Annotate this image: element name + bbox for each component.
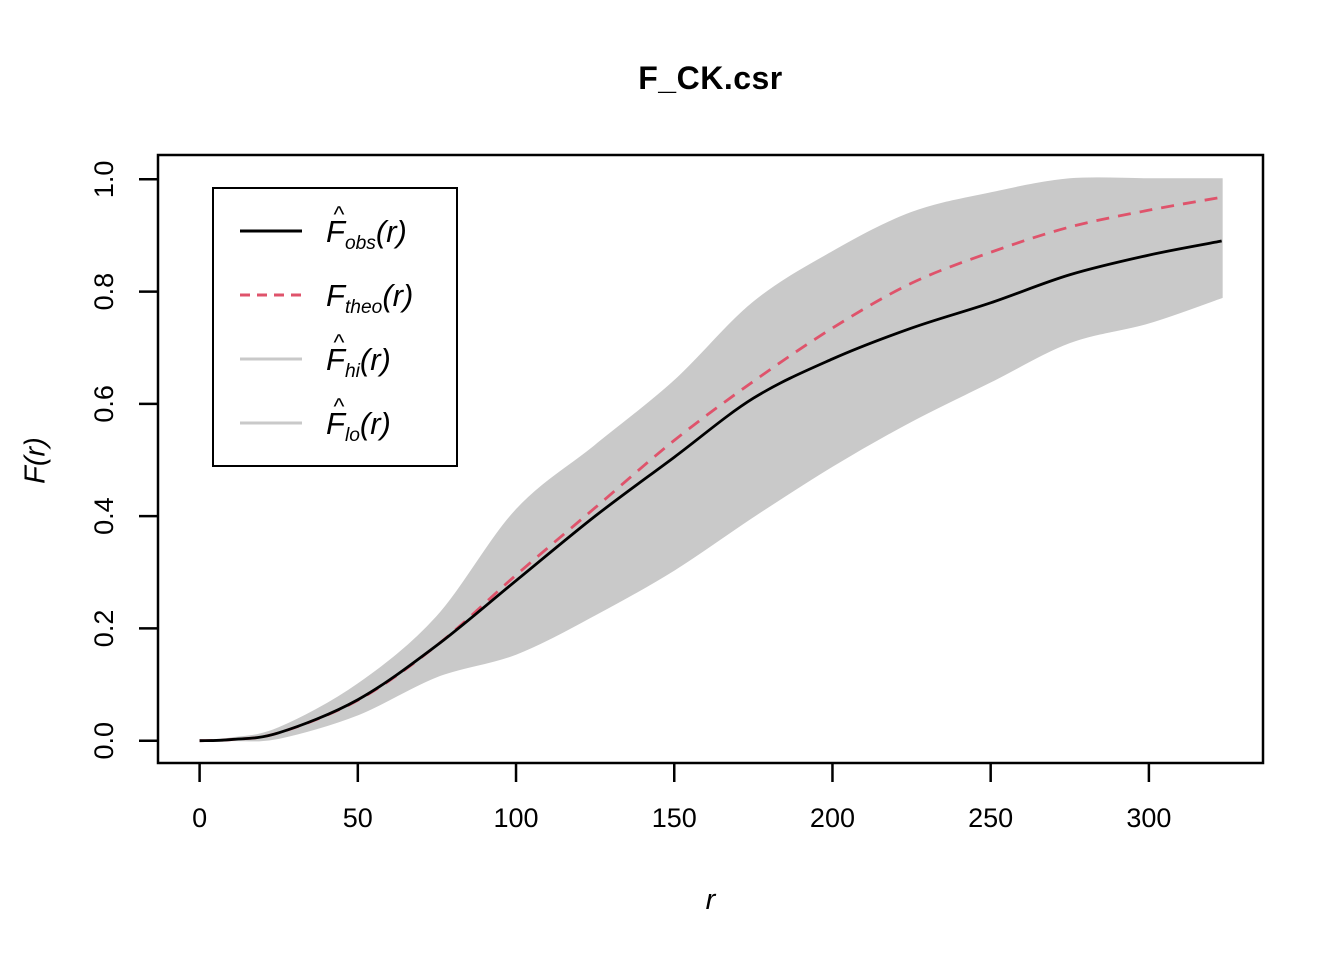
y-tick-label: 1.0: [89, 161, 119, 199]
chart-title: F_CK.csr: [638, 60, 783, 96]
legend-item-hi: F ^ hi(r): [214, 329, 456, 382]
legend-item-obs: F ^ obs(r): [214, 201, 456, 254]
x-tick-label: 200: [810, 803, 855, 833]
hat-accent: ^: [333, 393, 345, 420]
plot-border: [156, 153, 1265, 765]
y-tick-label: 0.8: [89, 273, 119, 311]
x-tick-label: 150: [652, 803, 697, 833]
y-tick-label: 0.4: [89, 497, 119, 535]
legend-line-theo: [240, 293, 302, 297]
x-tick-label: 250: [968, 803, 1013, 833]
legend-label-theo: Ftheo(r): [326, 277, 414, 318]
legend-box: F ^ obs(r) Ftheo(r) F ^ hi(r) F ^ lo(r): [212, 187, 458, 467]
envelope-band: [199, 177, 1223, 742]
x-tick-label: 300: [1126, 803, 1171, 833]
legend-label-lo: F ^ lo(r): [326, 393, 391, 446]
legend-label-hi: F ^ hi(r): [326, 329, 391, 382]
x-tick-label: 0: [192, 803, 207, 833]
observed-curve: [199, 239, 1222, 743]
y-tick-label: 0.2: [89, 610, 119, 648]
hat-accent: ^: [333, 201, 345, 228]
legend-line-lo: [240, 421, 302, 425]
y-tick-label: 0.0: [89, 722, 119, 760]
x-tick-label: 100: [493, 803, 538, 833]
y-tick-label: 0.6: [89, 385, 119, 423]
legend-item-lo: F ^ lo(r): [214, 393, 456, 446]
x-axis-label: r: [705, 884, 716, 916]
legend-label-obs: F ^ obs(r): [326, 201, 407, 254]
y-axis-label: F(r): [19, 437, 52, 484]
legend-line-hi: [240, 357, 302, 361]
x-tick-label: 50: [343, 803, 373, 833]
legend-item-theo: Ftheo(r): [214, 277, 456, 318]
legend-line-obs: [240, 229, 302, 233]
hat-accent: ^: [333, 329, 345, 356]
